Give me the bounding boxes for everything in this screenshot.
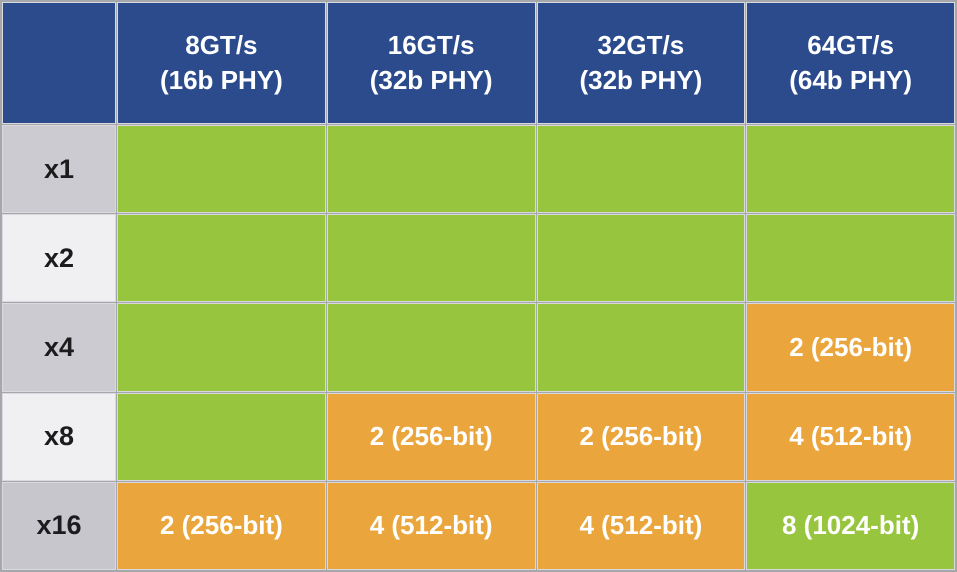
table-cell xyxy=(326,303,536,392)
table-cell: 8 (1024-bit) xyxy=(746,481,955,570)
table-cell: 2 (256-bit) xyxy=(746,303,955,392)
table-cell: 4 (512-bit) xyxy=(326,481,536,570)
column-header-64gts: 64GT/s (64b PHY) xyxy=(746,2,955,124)
table-cell xyxy=(746,214,955,303)
column-rate-label: 8GT/s xyxy=(185,29,258,60)
column-header-16gts: 16GT/s (32b PHY) xyxy=(326,2,536,124)
table-cell: 4 (512-bit) xyxy=(746,392,955,481)
row-label-x16: x16 xyxy=(2,481,116,570)
table-cell xyxy=(326,124,536,214)
column-header-32gts: 32GT/s (32b PHY) xyxy=(536,2,746,124)
table-cell: 4 (512-bit) xyxy=(536,481,746,570)
table-cell xyxy=(117,214,326,303)
table-cell: 2 (256-bit) xyxy=(326,392,536,481)
table-cell xyxy=(746,124,955,214)
column-rate-label: 64GT/s xyxy=(807,29,894,60)
table-cell: 2 (256-bit) xyxy=(536,392,746,481)
table-cell xyxy=(536,303,746,392)
table-cell xyxy=(536,214,746,303)
row-label-x4: x4 xyxy=(2,303,116,392)
table-cell xyxy=(117,392,326,481)
table-cell: 2 (256-bit) xyxy=(117,481,326,570)
column-header-8gts: 8GT/s (16b PHY) xyxy=(117,2,326,124)
table-cell xyxy=(117,303,326,392)
row-label-x1: x1 xyxy=(2,124,116,214)
table-cell xyxy=(536,124,746,214)
table-cell xyxy=(117,124,326,214)
column-rate-label: 32GT/s xyxy=(597,29,685,60)
column-phy-label: (32b PHY) xyxy=(579,65,703,95)
column-phy-label: (32b PHY) xyxy=(369,65,493,95)
row-label-x2: x2 xyxy=(2,214,116,303)
column-phy-label: (64b PHY) xyxy=(789,65,913,95)
row-label-x8: x8 xyxy=(2,392,116,481)
column-phy-label: (16b PHY) xyxy=(159,65,283,95)
corner-cell xyxy=(2,2,116,124)
table-cell xyxy=(326,214,536,303)
column-rate-label: 16GT/s xyxy=(387,29,475,60)
